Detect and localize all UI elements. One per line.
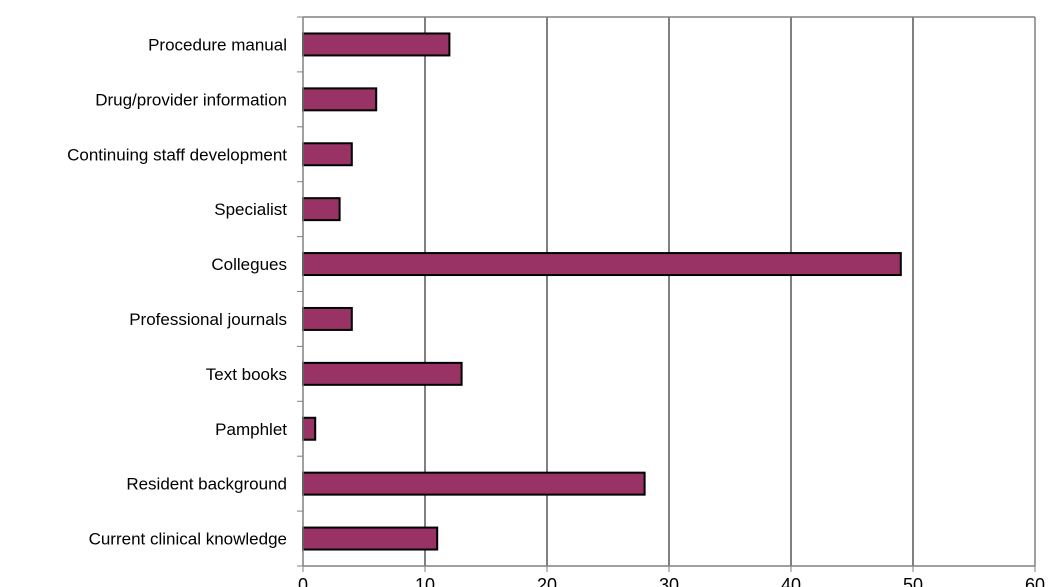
category-label: Procedure manual <box>148 35 287 54</box>
x-tick-label: 30 <box>659 575 679 587</box>
bar <box>302 361 463 386</box>
category-labels: Procedure manual Drug/provider informatio… <box>67 35 287 548</box>
x-tick-labels: 0 10 20 30 40 50 60 <box>298 575 1045 587</box>
bar <box>302 142 353 167</box>
bar <box>302 526 439 551</box>
category-label: Current clinical knowledge <box>89 530 287 549</box>
category-label: Professional journals <box>129 310 287 329</box>
category-label: Pamphlet <box>215 420 287 439</box>
x-tick-label: 50 <box>903 575 923 587</box>
category-label: Resident background <box>126 475 287 494</box>
bar <box>302 197 341 222</box>
category-label: Specialist <box>214 200 287 219</box>
category-label: Collegues <box>211 255 287 274</box>
bar <box>302 306 353 331</box>
category-label: Drug/provider information <box>95 90 287 109</box>
x-tick-label: 20 <box>537 575 557 587</box>
x-tick-label: 40 <box>781 575 801 587</box>
bar <box>302 252 902 277</box>
x-tick-label: 60 <box>1025 575 1045 587</box>
bar <box>302 416 317 441</box>
bar <box>302 87 378 112</box>
category-label: Continuing staff development <box>67 145 287 164</box>
bar <box>302 32 451 57</box>
x-tick-label: 0 <box>298 575 308 587</box>
category-label: Text books <box>206 365 287 384</box>
x-tick-label: 10 <box>415 575 435 587</box>
bar <box>302 471 646 496</box>
axes <box>297 16 1036 572</box>
